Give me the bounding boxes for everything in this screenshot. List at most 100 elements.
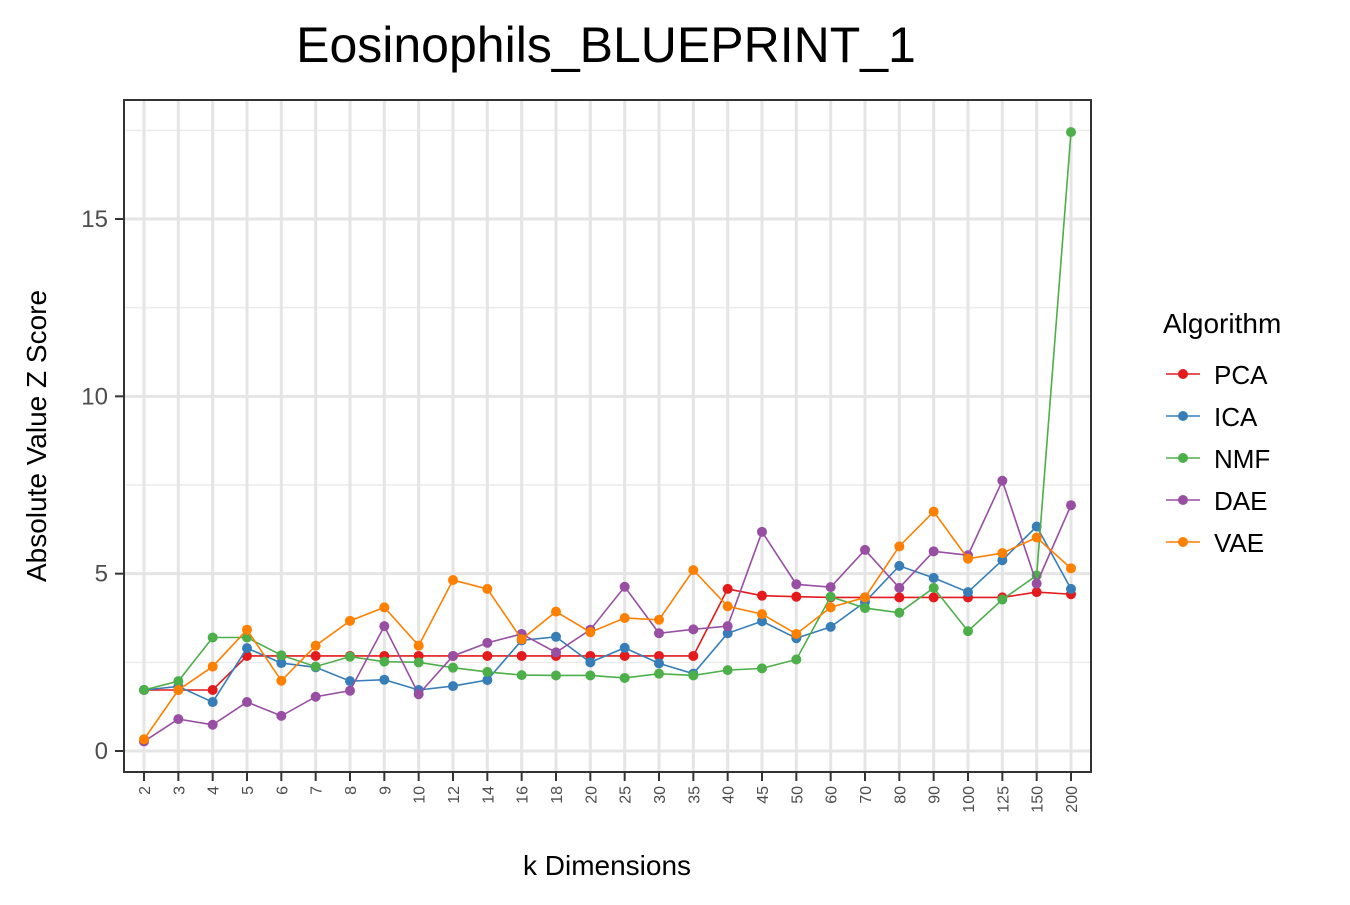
y-tick-label: 0 xyxy=(95,738,108,765)
legend-key-point xyxy=(1178,495,1188,505)
data-point-vae xyxy=(413,640,424,651)
data-point-vae xyxy=(173,684,184,695)
data-point-nmf xyxy=(928,582,939,593)
data-point-ica xyxy=(448,681,458,692)
data-point-ica xyxy=(997,555,1008,566)
legend-key-point xyxy=(1178,453,1188,463)
data-point-nmf xyxy=(242,632,252,643)
legend-label: ICA xyxy=(1214,402,1258,432)
x-tick-label: 8 xyxy=(343,786,360,795)
x-tick-label: 60 xyxy=(824,786,841,804)
data-point-dae xyxy=(688,624,699,635)
data-point-ica xyxy=(276,658,287,669)
data-point-pca xyxy=(482,650,493,661)
x-tick-label: 9 xyxy=(377,786,394,795)
data-point-dae xyxy=(997,475,1008,486)
data-point-dae xyxy=(722,621,733,632)
data-point-dae xyxy=(1066,500,1076,511)
plot-panel-border xyxy=(123,99,1092,773)
data-point-ica xyxy=(894,560,905,571)
data-point-vae xyxy=(894,541,905,552)
data-point-vae xyxy=(963,553,973,564)
data-point-ica xyxy=(1031,521,1042,532)
data-point-pca xyxy=(894,592,905,603)
data-point-ica xyxy=(928,572,939,583)
data-point-vae xyxy=(448,575,458,586)
series-line-dae xyxy=(143,478,1072,743)
x-tick-label: 14 xyxy=(480,786,497,804)
data-point-ica xyxy=(619,642,630,653)
series-dae xyxy=(139,475,1076,747)
data-point-vae xyxy=(757,609,767,620)
data-point-dae xyxy=(928,546,939,557)
legend-label: DAE xyxy=(1214,486,1267,516)
y-axis-label: Absolute Value Z Score xyxy=(21,290,52,582)
legend-item-vae: VAE xyxy=(1166,528,1264,558)
x-tick-label: 6 xyxy=(274,786,291,795)
data-point-ica xyxy=(345,676,355,687)
x-tick-label: 200 xyxy=(1064,786,1081,813)
x-tick-label: 90 xyxy=(927,786,944,804)
data-point-ica xyxy=(963,587,973,598)
legend-item-dae: DAE xyxy=(1166,486,1267,516)
legend-title: Algorithm xyxy=(1163,308,1281,339)
grid-layer xyxy=(124,100,1091,772)
x-axis-label: k Dimensions xyxy=(523,850,691,881)
data-point-pca xyxy=(516,650,527,661)
legend-key-point xyxy=(1178,537,1188,547)
series-line-pca xyxy=(144,588,1072,691)
data-point-dae xyxy=(242,697,252,708)
data-point-dae xyxy=(791,579,802,590)
data-point-nmf xyxy=(654,668,664,679)
series-nmf xyxy=(139,127,1076,695)
data-point-ica xyxy=(722,628,733,639)
data-point-dae xyxy=(310,691,321,702)
data-point-nmf xyxy=(379,656,390,667)
data-point-dae xyxy=(276,710,287,721)
series-vae xyxy=(139,506,1076,745)
data-point-dae xyxy=(860,544,870,555)
data-point-pca xyxy=(207,684,218,695)
data-point-ica xyxy=(757,616,767,627)
legend-item-ica: ICA xyxy=(1166,402,1258,432)
data-point-nmf xyxy=(173,676,184,687)
data-point-dae xyxy=(413,689,424,700)
legend-label: PCA xyxy=(1214,360,1268,390)
data-point-pca xyxy=(619,650,630,661)
data-point-pca xyxy=(757,590,767,601)
data-point-vae xyxy=(825,602,836,613)
data-point-vae xyxy=(722,601,733,612)
y-tick-label: 10 xyxy=(81,383,108,410)
data-point-vae xyxy=(551,606,561,617)
data-point-dae xyxy=(173,714,184,725)
legend-item-nmf: NMF xyxy=(1166,444,1270,474)
series-line-nmf xyxy=(143,132,1072,691)
data-point-pca xyxy=(722,583,733,594)
data-point-vae xyxy=(1066,563,1076,574)
x-tick-label: 7 xyxy=(309,786,326,795)
data-point-vae xyxy=(619,613,630,623)
x-tick-label: 100 xyxy=(961,786,978,813)
x-tick-label: 30 xyxy=(652,786,669,804)
data-point-nmf xyxy=(860,603,870,614)
data-point-nmf xyxy=(207,632,218,643)
data-point-dae xyxy=(1031,578,1042,589)
data-point-dae xyxy=(448,650,458,661)
chart-title: Eosinophils_BLUEPRINT_1 xyxy=(296,17,916,73)
data-point-vae xyxy=(276,675,287,686)
data-point-nmf xyxy=(791,654,802,665)
data-point-pca xyxy=(654,650,664,661)
legend-item-pca: PCA xyxy=(1166,360,1268,390)
data-point-nmf xyxy=(688,670,699,681)
x-tick-label: 40 xyxy=(721,786,738,804)
data-point-vae xyxy=(379,602,390,613)
data-point-nmf xyxy=(825,591,836,602)
x-tick-label: 35 xyxy=(686,786,703,804)
data-point-dae xyxy=(482,637,493,648)
data-point-dae xyxy=(654,628,664,639)
data-point-vae xyxy=(310,640,321,651)
x-tick-label: 5 xyxy=(240,786,257,795)
data-point-nmf xyxy=(276,650,287,661)
data-point-nmf xyxy=(1066,127,1076,138)
